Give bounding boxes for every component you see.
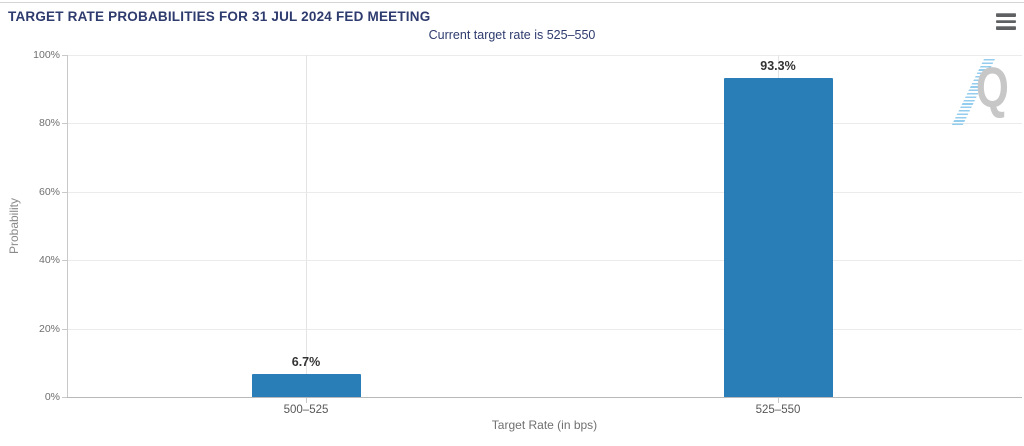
hamburger-bar	[996, 26, 1016, 30]
y-tick-label: 80%	[38, 117, 60, 130]
hamburger-bar	[996, 13, 1016, 17]
y-axis-tick	[62, 55, 67, 56]
y-tick-label: 0%	[44, 391, 60, 403]
bar[interactable]	[251, 374, 361, 397]
quikstrike-q-icon: Q	[976, 56, 1009, 120]
y-axis-tick	[62, 191, 67, 193]
bar[interactable]	[723, 77, 833, 397]
y-axis-line	[67, 55, 68, 397]
x-axis-tick	[778, 398, 779, 403]
y-gridline	[67, 55, 1022, 56]
y-gridline	[67, 328, 1022, 330]
x-category-label: 525–550	[755, 404, 801, 416]
x-axis-line	[67, 397, 1022, 398]
chart-subtitle: Current target rate is 525–550	[428, 28, 596, 42]
y-axis-tick	[62, 260, 67, 262]
y-axis-tick	[62, 123, 67, 125]
x-axis-title: Target Rate (in bps)	[491, 418, 598, 432]
y-tick-label: 60%	[38, 185, 60, 198]
y-gridline	[67, 191, 1022, 193]
y-axis-title: Probability	[7, 197, 21, 255]
y-axis-tick	[62, 397, 67, 398]
x-category-label: 500–525	[283, 404, 329, 416]
top-divider	[0, 2, 1024, 3]
bar-value-label: 6.7%	[291, 355, 321, 370]
y-axis-tick	[62, 328, 67, 330]
y-gridline	[67, 123, 1022, 125]
watermark-streak-icon	[951, 59, 995, 125]
hamburger-menu-icon[interactable]	[996, 13, 1017, 33]
chart-title: TARGET RATE PROBABILITIES FOR 31 JUL 202…	[8, 9, 431, 24]
y-tick-label: 100%	[33, 49, 60, 61]
bar-value-label: 93.3%	[760, 58, 796, 73]
y-gridline	[67, 260, 1022, 262]
y-tick-label: 20%	[38, 322, 60, 335]
quikstrike-watermark: Q	[950, 56, 1016, 130]
x-axis-tick	[306, 398, 307, 403]
x-gridline	[306, 55, 307, 397]
hamburger-bar	[996, 19, 1016, 23]
y-tick-label: 40%	[38, 254, 60, 267]
